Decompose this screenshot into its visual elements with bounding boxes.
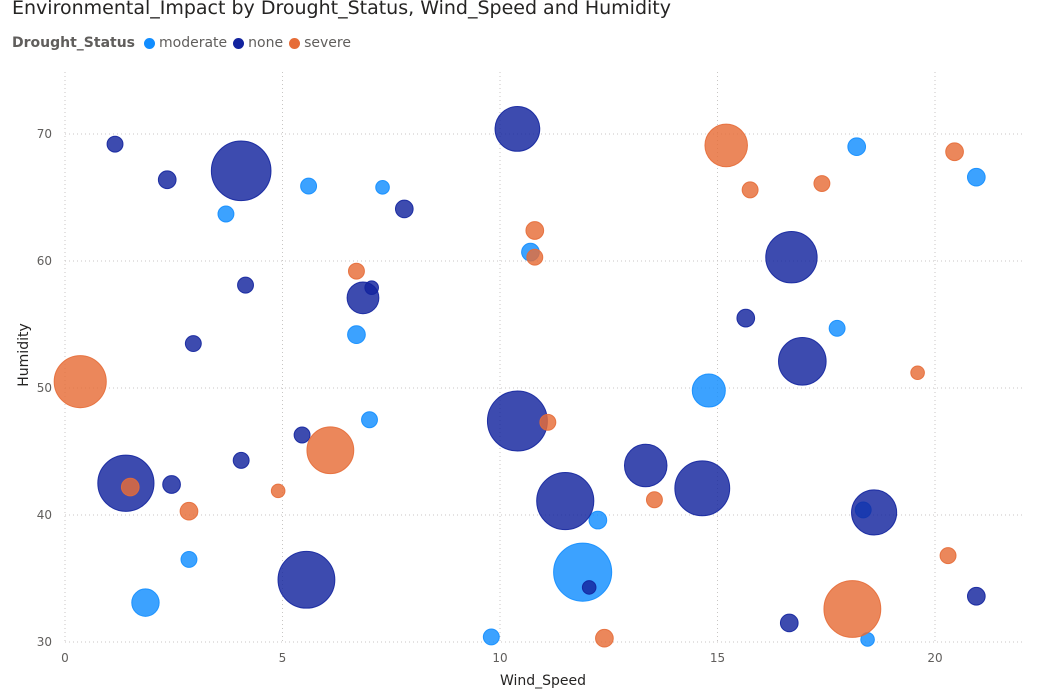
data-point-none[interactable] (232, 451, 250, 469)
x-tick-label: 20 (927, 651, 942, 665)
y-tick-label: 40 (37, 508, 52, 522)
legend-label-severe: severe (304, 35, 351, 51)
data-point-none[interactable] (162, 475, 181, 494)
y-tick-label: 50 (37, 381, 52, 395)
x-tick-label: 0 (61, 651, 69, 665)
data-point-severe[interactable] (645, 491, 663, 509)
data-point-severe[interactable] (120, 477, 140, 497)
data-point-severe[interactable] (525, 221, 545, 240)
data-point-moderate[interactable] (180, 550, 198, 568)
y-axis-title: Humidity (16, 323, 32, 386)
data-point-none[interactable] (674, 460, 731, 517)
data-point-none[interactable] (210, 140, 272, 202)
data-point-none[interactable] (966, 586, 986, 606)
data-point-none[interactable] (106, 135, 124, 153)
x-tick-label: 15 (710, 651, 725, 665)
data-point-moderate[interactable] (588, 510, 608, 530)
legend-dot-severe (289, 37, 301, 49)
data-point-none[interactable] (237, 276, 254, 294)
data-point-moderate[interactable] (361, 411, 378, 429)
data-point-severe[interactable] (270, 483, 286, 499)
x-axis-title: Wind_Speed (500, 673, 586, 689)
data-points (53, 106, 986, 648)
data-point-none[interactable] (536, 471, 595, 531)
data-point-none[interactable] (394, 199, 414, 219)
axis-ticks: 30 40 50 60 70 0 5 10 15 20 (37, 127, 943, 665)
data-point-none[interactable] (277, 550, 336, 609)
data-point-none[interactable] (779, 613, 799, 633)
data-point-moderate[interactable] (217, 205, 235, 223)
legend-label-none: none (248, 35, 284, 51)
data-point-none[interactable] (765, 231, 818, 284)
data-point-severe[interactable] (306, 426, 355, 475)
legend-item-moderate[interactable]: moderate (144, 35, 227, 51)
data-point-none[interactable] (494, 106, 541, 152)
data-point-moderate[interactable] (482, 628, 500, 646)
data-point-moderate[interactable] (847, 137, 867, 157)
data-point-moderate[interactable] (553, 542, 613, 602)
data-point-severe[interactable] (813, 175, 831, 192)
data-point-none[interactable] (581, 580, 597, 595)
y-tick-label: 60 (37, 254, 52, 268)
data-point-moderate[interactable] (347, 325, 366, 345)
data-point-severe[interactable] (823, 580, 882, 638)
data-point-moderate[interactable] (131, 588, 160, 617)
data-point-none[interactable] (851, 489, 898, 536)
data-point-severe[interactable] (704, 123, 748, 168)
data-point-moderate[interactable] (966, 167, 986, 187)
data-point-severe[interactable] (179, 501, 199, 521)
data-point-moderate[interactable] (828, 319, 846, 337)
data-point-severe[interactable] (539, 413, 557, 431)
legend-dot-none (233, 37, 245, 49)
legend: Drought_Status moderate none severe (12, 35, 357, 51)
data-point-severe[interactable] (595, 628, 614, 648)
data-point-moderate[interactable] (300, 177, 318, 195)
data-point-severe[interactable] (526, 248, 544, 266)
data-point-none[interactable] (623, 443, 668, 488)
data-point-none[interactable] (293, 426, 311, 444)
data-point-severe[interactable] (741, 181, 759, 199)
x-tick-label: 10 (492, 651, 507, 665)
x-tick-label: 5 (279, 651, 287, 665)
data-point-severe[interactable] (939, 547, 957, 565)
legend-title: Drought_Status (12, 35, 136, 51)
data-point-moderate[interactable] (691, 373, 726, 408)
legend-item-severe[interactable]: severe (289, 35, 351, 51)
y-tick-label: 30 (37, 635, 52, 649)
data-point-severe[interactable] (347, 262, 365, 280)
gridlines (64, 72, 1022, 643)
data-point-severe[interactable] (910, 365, 925, 381)
data-point-none[interactable] (736, 308, 756, 328)
data-point-none[interactable] (778, 337, 827, 386)
data-point-none[interactable] (184, 335, 202, 353)
legend-label-moderate: moderate (159, 35, 228, 51)
data-point-severe[interactable] (53, 355, 107, 409)
data-point-none[interactable] (364, 280, 379, 295)
legend-dot-moderate (144, 37, 156, 49)
y-tick-label: 70 (37, 127, 52, 141)
data-point-none[interactable] (157, 170, 177, 190)
data-point-moderate[interactable] (375, 180, 390, 195)
data-point-none[interactable] (486, 390, 548, 452)
data-point-severe[interactable] (945, 142, 964, 162)
chart-title: Environmental_Impact by Drought_Status, … (12, 0, 671, 19)
legend-item-none[interactable]: none (233, 35, 283, 51)
